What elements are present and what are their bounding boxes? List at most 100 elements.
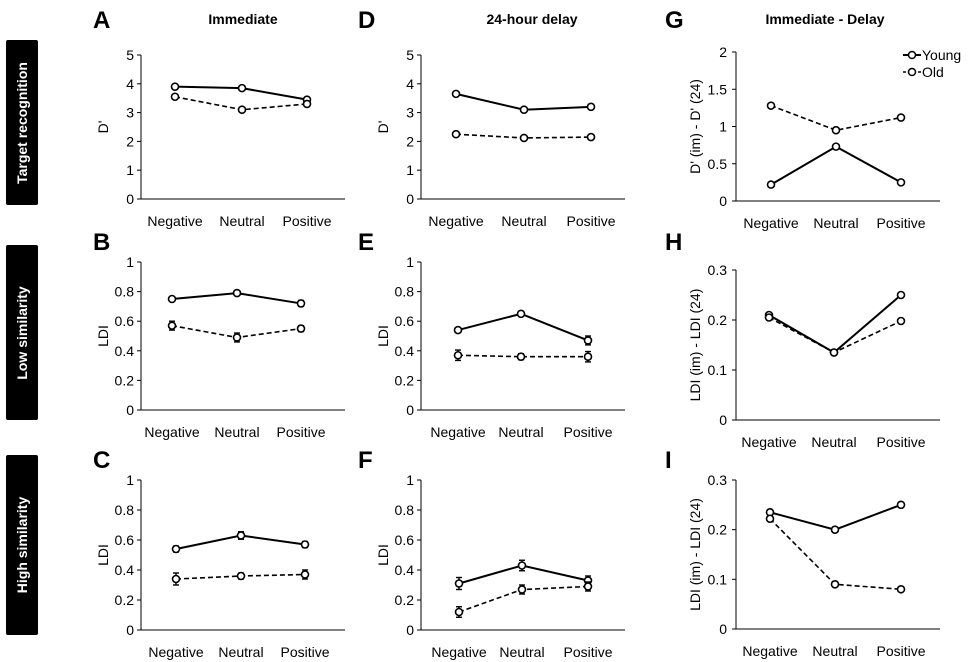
data-point-old-e <box>583 352 593 362</box>
data-point-young-h <box>896 290 906 300</box>
y-tick-label-i: 0.3 <box>708 472 728 488</box>
data-point-young-a <box>237 83 247 93</box>
data-point-old-a <box>237 105 247 115</box>
panel-letter-a: A <box>93 7 110 34</box>
data-point-young-c <box>236 531 246 540</box>
data-point-old-e <box>516 352 526 362</box>
x-tick-label-i: Negative <box>742 643 797 659</box>
data-point-old-g <box>766 101 776 110</box>
data-point-old-h <box>896 316 906 326</box>
data-point-old-b <box>232 333 242 342</box>
data-point-old-a <box>302 99 312 109</box>
data-point-old-i <box>765 514 775 524</box>
x-tick-label-b: Neutral <box>214 424 259 440</box>
y-tick-label-c: 0.2 <box>115 592 135 608</box>
panel-letter-i: I <box>665 447 672 474</box>
panels-group: A 0 1 2 3 4 5 D' Negative Neutral Positive B 0 0.2 0.4… <box>93 7 961 660</box>
series-line-old-g <box>770 104 902 132</box>
data-point-old-g <box>896 113 906 122</box>
data-point-young-b <box>296 299 306 308</box>
y-tick-label-a: 3 <box>126 105 134 121</box>
y-tick-label-e: 0.2 <box>395 372 415 388</box>
y-tick-label-d: 4 <box>406 76 414 92</box>
data-point-young-d <box>586 102 596 112</box>
data-point-young-e <box>516 309 526 319</box>
x-tick-label-e: Positive <box>563 424 612 440</box>
data-point-young-a <box>170 82 180 91</box>
y-tick-label-g: 0 <box>719 193 727 209</box>
data-point-old-c <box>236 571 246 581</box>
y-axis-label-f: LDI <box>375 544 391 566</box>
data-point-old-c <box>300 570 310 579</box>
y-axis-label-h: LDI (im) - LDI (24) <box>687 289 703 402</box>
data-point-young-d <box>451 89 461 99</box>
y-tick-label-h: 0.1 <box>708 362 728 378</box>
data-point-old-f <box>517 585 527 594</box>
panel-i: I 0 0.1 0.2 0.3 LDI (im) - LDI (24) Negative Ne… <box>665 447 940 659</box>
column-title-immediate: Immediate <box>208 11 277 27</box>
panel-letter-c: C <box>93 447 110 474</box>
x-tick-label-e: Negative <box>430 424 485 440</box>
data-point-old-i <box>896 584 906 594</box>
x-tick-label-f: Positive <box>563 644 612 660</box>
y-tick-label-g: 1 <box>719 119 727 135</box>
y-tick-label-h: 0 <box>719 412 727 428</box>
row-label-target-recognition: Target recognition <box>6 40 38 205</box>
data-point-young-c <box>300 540 310 549</box>
y-tick-label-c: 0.4 <box>115 562 135 578</box>
y-tick-label-f: 0.2 <box>395 592 415 608</box>
y-tick-label-b: 1 <box>126 254 134 270</box>
data-point-old-e <box>453 350 463 360</box>
panel-c: C 0 0.2 0.4 0.6 0.8 1 LDI Negative Neutral Positiv… <box>93 447 345 660</box>
panel-g: G 0 0.5 1 1.5 2 D' (im) - D' (24) Negative Neutr… <box>665 7 940 231</box>
x-tick-label-i: Positive <box>876 643 925 659</box>
y-tick-label-a: 2 <box>126 133 134 149</box>
panel-a: A 0 1 2 3 4 5 D' Negative Neutral Positive <box>93 7 345 229</box>
data-point-young-f <box>517 561 527 570</box>
y-axis-label-b: LDI <box>95 325 111 347</box>
data-point-young-e <box>583 336 593 345</box>
y-tick-label-c: 0.8 <box>115 502 135 518</box>
legend-label-old: Old <box>922 64 944 80</box>
x-tick-label-g: Negative <box>743 215 798 231</box>
y-tick-label-a: 0 <box>126 191 134 207</box>
panel-letter-b: B <box>93 229 110 256</box>
data-point-young-c <box>171 544 181 554</box>
panel-b: B 0 0.2 0.4 0.6 0.8 1 LDI Negative Neutral Positiv… <box>93 229 345 440</box>
data-point-old-b <box>296 324 306 333</box>
y-tick-label-d: 0 <box>406 191 414 207</box>
data-point-young-i <box>896 500 906 510</box>
y-tick-label-f: 0 <box>406 622 414 638</box>
panel-letter-g: G <box>665 7 684 34</box>
series-line-old-h <box>768 316 902 354</box>
y-tick-label-f: 1 <box>406 472 414 488</box>
x-tick-label-g: Positive <box>876 215 925 231</box>
data-point-young-b <box>232 288 242 298</box>
column-title-difference: Immediate - Delay <box>765 11 884 27</box>
y-tick-label-d: 5 <box>406 47 414 63</box>
x-tick-label-a: Negative <box>147 213 202 229</box>
x-tick-label-c: Positive <box>280 644 329 660</box>
x-tick-label-c: Neutral <box>218 644 263 660</box>
series-line-old-e <box>457 354 588 358</box>
data-point-young-d <box>519 105 529 115</box>
data-point-old-d <box>519 133 529 143</box>
y-tick-label-g: 0.5 <box>708 156 728 172</box>
legend-label-young: Young <box>922 47 961 63</box>
x-tick-label-h: Negative <box>741 434 796 450</box>
legend-marker-young <box>907 50 917 60</box>
x-tick-label-g: Neutral <box>813 215 858 231</box>
y-tick-label-c: 0 <box>126 622 134 638</box>
y-tick-label-a: 1 <box>126 162 134 178</box>
x-tick-label-f: Negative <box>431 644 486 660</box>
data-point-young-g <box>896 178 906 187</box>
panel-letter-e: E <box>358 229 374 256</box>
y-tick-label-h: 0.3 <box>708 262 728 278</box>
data-point-young-i <box>830 525 840 534</box>
y-tick-label-b: 0.8 <box>115 284 135 300</box>
x-tick-label-b: Positive <box>276 424 325 440</box>
x-tick-label-f: Neutral <box>499 644 544 660</box>
series-line-young-g <box>770 145 902 186</box>
data-point-old-f <box>454 607 464 617</box>
